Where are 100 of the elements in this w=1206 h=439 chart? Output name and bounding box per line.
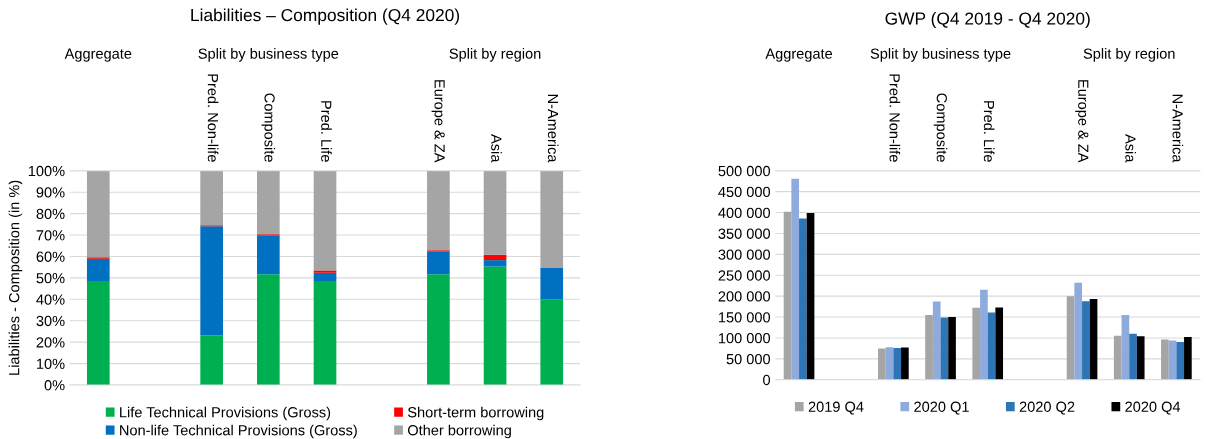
bar (483, 254, 507, 261)
y-tick-label: 10% (37, 358, 65, 370)
x-tick-label: Pred. Life (321, 101, 332, 162)
bar (1074, 282, 1083, 380)
bar (483, 260, 507, 267)
bar (86, 258, 110, 282)
y-tick-label: 400 000 (718, 207, 771, 218)
bar (427, 170, 450, 251)
bar (427, 274, 450, 385)
y-tick-label: 300 000 (718, 249, 771, 260)
text: Split by region (449, 48, 541, 62)
x-tick-label: Europe & ZA (431, 80, 445, 163)
y-tick-label: 350 000 (718, 228, 771, 239)
text: Aggregate (64, 48, 132, 62)
bar (987, 312, 996, 380)
y-tick-label: 500 000 (718, 165, 771, 177)
bar (313, 170, 337, 271)
bar (972, 307, 981, 380)
bar (885, 347, 894, 380)
bar (1113, 335, 1122, 380)
legend-label: Short-term borrowing (407, 406, 544, 421)
y-tick-label: 0 (763, 374, 771, 386)
bar (1129, 333, 1137, 380)
bar (932, 301, 941, 380)
bar (1161, 339, 1169, 380)
x-tick-label: N-America (547, 94, 559, 163)
bar (86, 281, 110, 385)
legend-label: Non-life Technical Provisions (Gross) (120, 424, 357, 439)
y-tick-label: 0% (44, 380, 65, 391)
y-tick-label: 100 000 (719, 333, 771, 344)
bar (200, 170, 223, 226)
bar (893, 347, 902, 380)
legend-label: Other borrowing (407, 424, 511, 439)
bar (483, 170, 507, 255)
chart-title: Liabilities – Composition (Q4 2020) (191, 8, 460, 25)
bar (1089, 299, 1098, 380)
bar (878, 348, 886, 380)
bar (540, 170, 564, 269)
legend-label: 2020 Q4 (1125, 401, 1181, 415)
y-tick-label: 250 000 (718, 270, 771, 281)
y-tick-label: 450 000 (718, 186, 771, 198)
bar (1082, 301, 1090, 380)
text: Split by region (1083, 48, 1175, 62)
bar (1121, 314, 1130, 380)
bar (257, 170, 280, 235)
legend-label: 2019 Q4 (808, 401, 864, 415)
y-tick-label: 70% (36, 230, 65, 241)
y-tick-label: 100% (28, 165, 65, 177)
y-tick-label: 30% (36, 315, 65, 327)
x-tick-label: Pred. Non-life (889, 74, 901, 162)
x-tick-label: Asia (1125, 134, 1137, 163)
bar (995, 307, 1004, 380)
bar (86, 170, 110, 258)
legend-label: Life Technical Provisions (Gross) (120, 406, 331, 421)
x-tick-label: Composite (933, 93, 948, 162)
x-tick-label: N-America (1172, 94, 1184, 163)
x-tick-label: Asia (491, 134, 502, 163)
y-axis-title: Liabilities - Composition (in %) (8, 180, 23, 375)
bar (483, 266, 507, 385)
bar (948, 317, 956, 380)
y-tick-label: 50 000 (726, 353, 771, 365)
legend-label: 2020 Q2 (1019, 401, 1075, 415)
bar (313, 281, 337, 385)
text: Aggregate (765, 48, 833, 62)
x-tick-label: Europe & ZA (1075, 80, 1089, 163)
y-tick-label: 60% (36, 251, 65, 262)
x-tick-label: Composite (261, 93, 276, 162)
bar (427, 251, 450, 275)
bar (806, 212, 815, 380)
y-tick-label: 200 000 (718, 291, 771, 302)
text: Split by business type (870, 48, 1011, 62)
x-tick-label: Pred. Life (983, 101, 995, 162)
y-tick-label: 20% (36, 337, 65, 348)
y-tick-label: 40% (36, 294, 65, 305)
bar (313, 272, 337, 282)
bar (980, 289, 988, 380)
legend-label: 2020 Q1 (914, 401, 969, 415)
bar (200, 335, 223, 385)
x-tick-label: Pred. Non-life (207, 74, 219, 162)
bar (1066, 296, 1075, 380)
y-tick-label: 50% (36, 272, 65, 284)
bar (791, 178, 800, 380)
bar (901, 347, 909, 380)
bar (313, 270, 337, 273)
bar (257, 274, 280, 385)
bar (925, 314, 933, 380)
text: Split by business type (198, 48, 339, 62)
bar (1136, 336, 1145, 380)
y-tick-label: 90% (36, 187, 65, 198)
bar (540, 299, 564, 385)
y-tick-label: 80% (36, 208, 65, 220)
bar (1184, 337, 1192, 380)
bar (540, 268, 564, 300)
bar (783, 211, 792, 380)
bar (200, 226, 223, 336)
chart-title: GWP (Q4 2019 - Q4 2020) (885, 11, 1090, 29)
y-tick-label: 150 000 (719, 312, 771, 323)
bar (940, 317, 949, 380)
bar (1176, 342, 1185, 380)
bar (799, 218, 807, 380)
